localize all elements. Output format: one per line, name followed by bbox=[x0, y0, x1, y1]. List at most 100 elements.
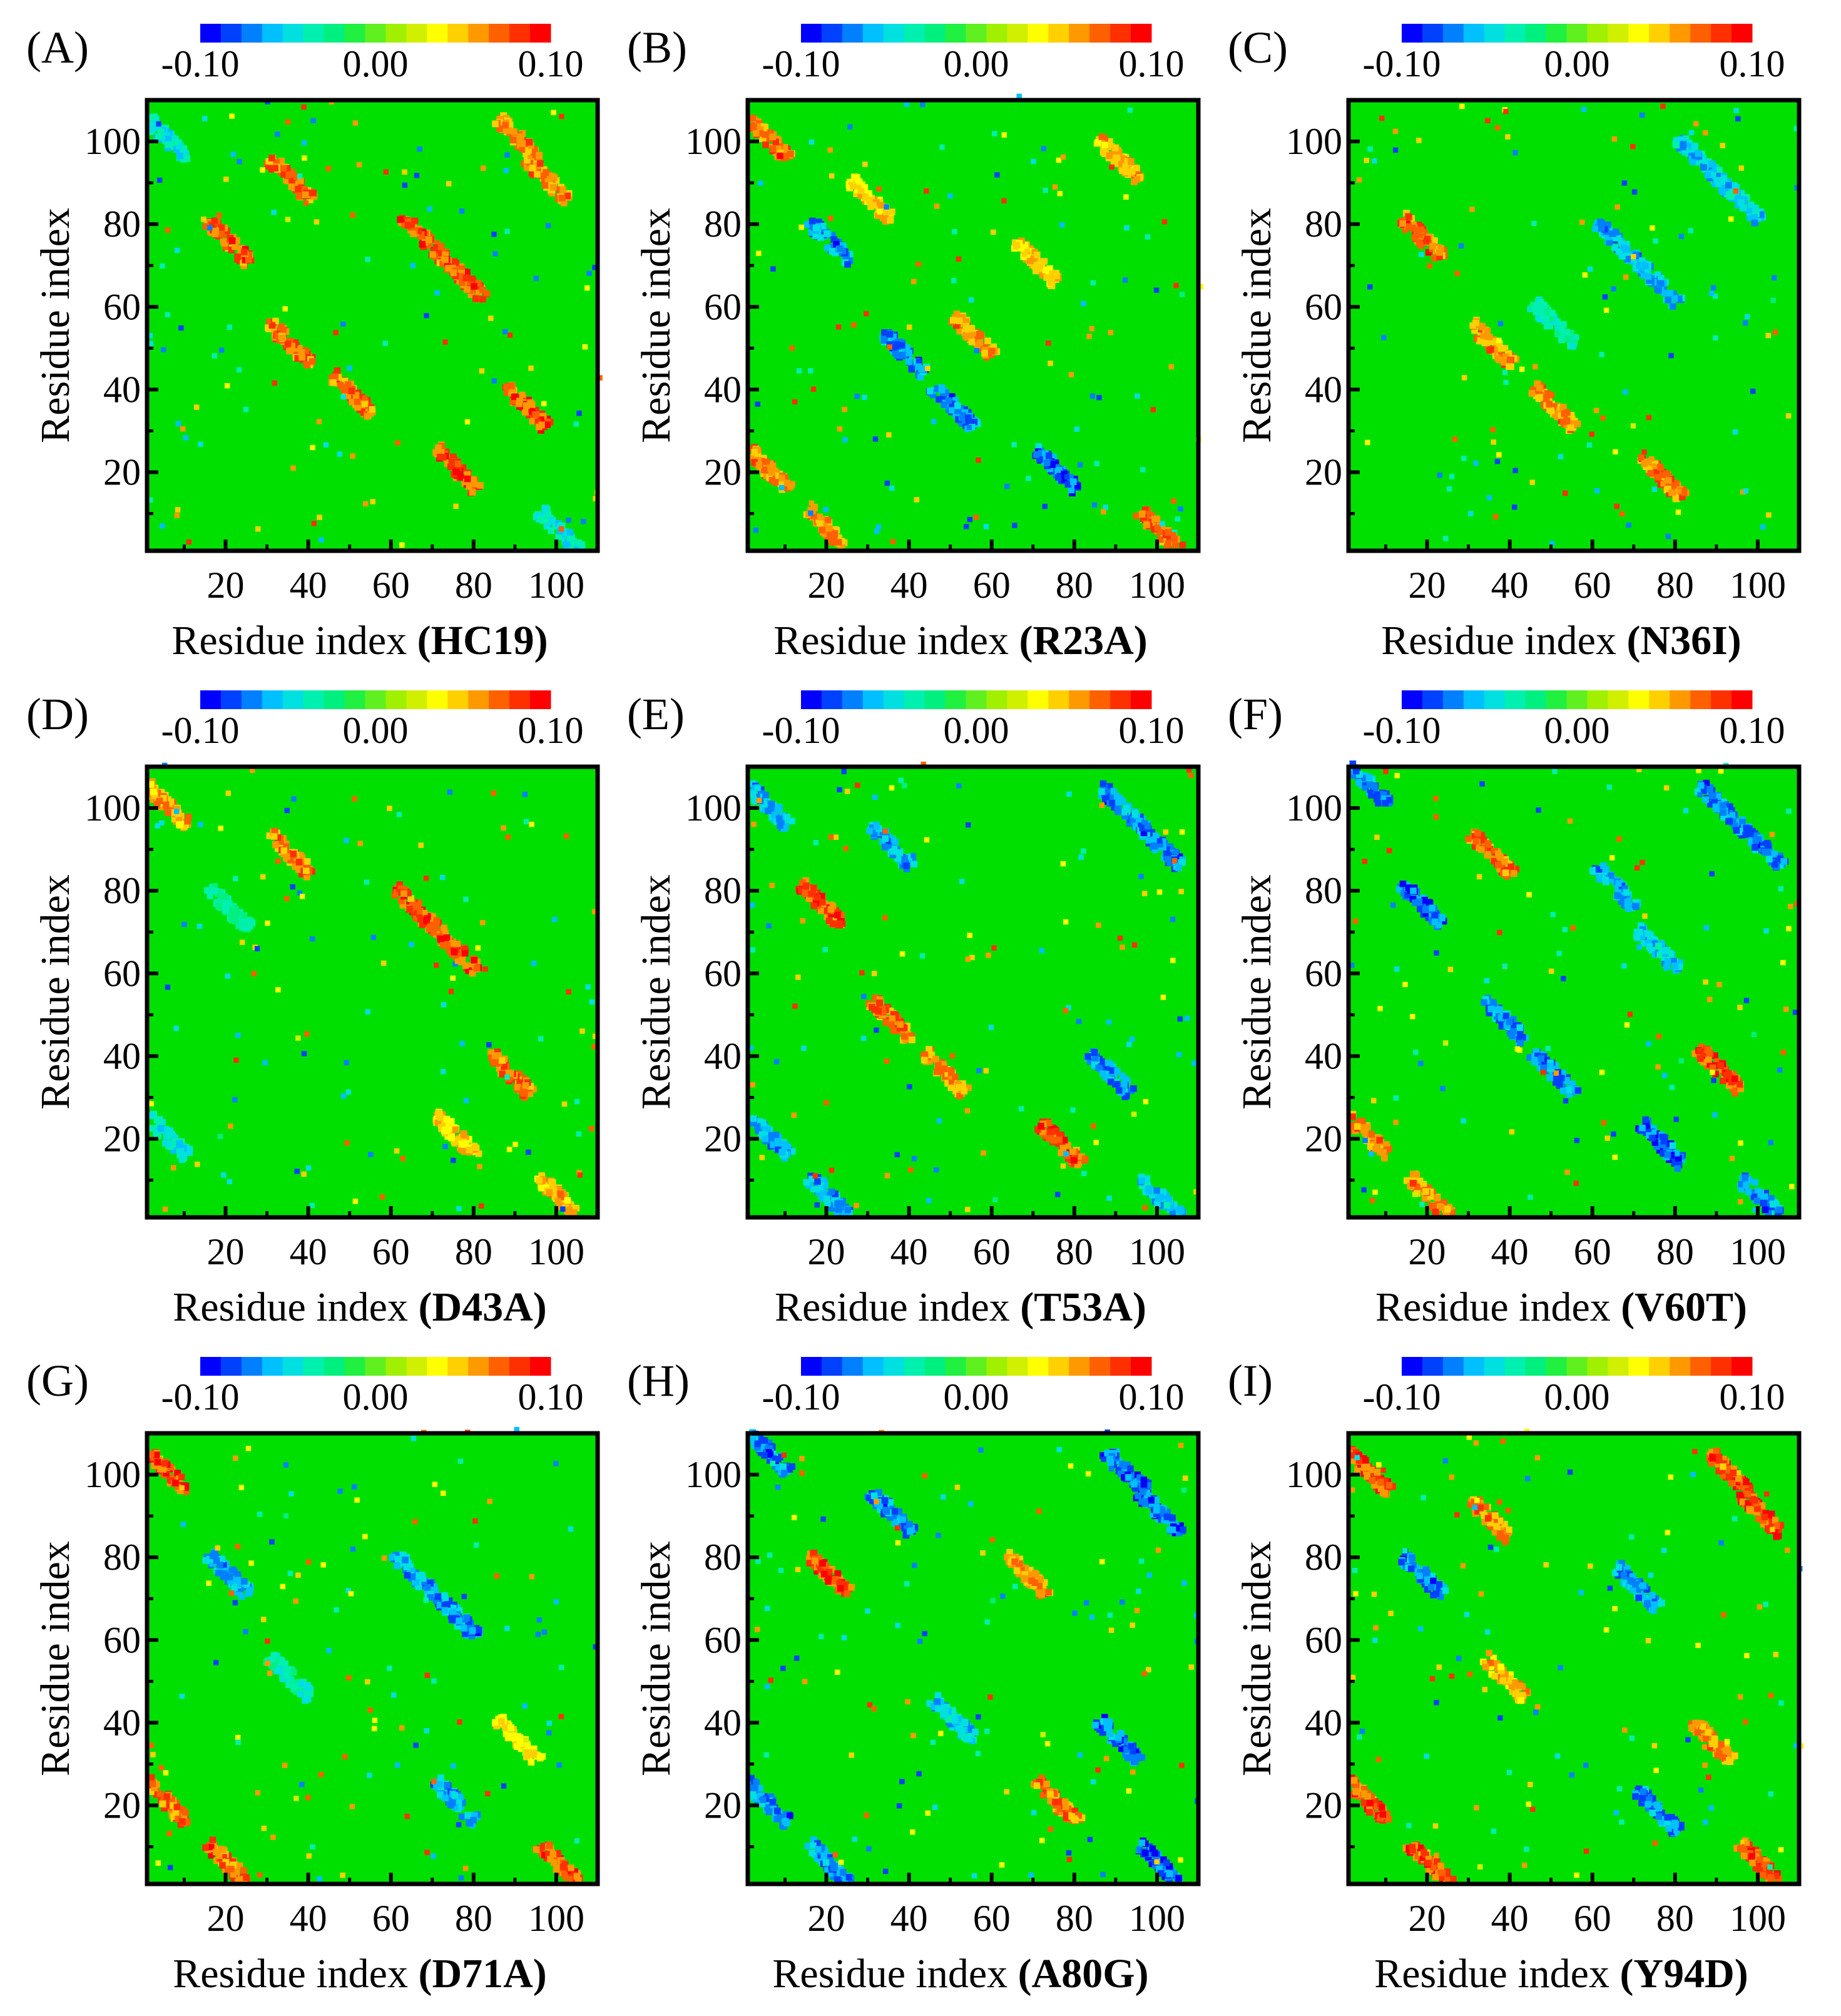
colorbar-segment bbox=[904, 24, 926, 43]
heatmap-cell bbox=[855, 178, 862, 185]
heatmap-cell bbox=[1449, 474, 1455, 479]
mutant-name: (N36I) bbox=[1626, 618, 1741, 663]
heatmap-cell bbox=[503, 383, 510, 391]
heatmap-cell bbox=[1538, 1055, 1545, 1062]
heatmap-cell bbox=[236, 367, 242, 373]
heatmap-cell bbox=[1144, 822, 1151, 830]
heatmap-cell bbox=[518, 134, 524, 141]
heatmap-cell bbox=[1411, 234, 1418, 242]
heatmap-cell bbox=[1614, 235, 1622, 242]
heatmap-cell bbox=[285, 171, 292, 178]
heatmap-cell bbox=[409, 230, 417, 237]
heatmap-cell bbox=[959, 1080, 966, 1087]
heatmap-cell bbox=[538, 172, 546, 180]
heatmap-cell bbox=[1465, 835, 1472, 842]
heatmap-cell bbox=[1728, 216, 1734, 222]
heatmap-cell bbox=[1529, 479, 1535, 485]
heatmap-cell bbox=[1587, 266, 1593, 272]
y-tick-label: 80 bbox=[1305, 203, 1342, 245]
heatmap-cell bbox=[459, 279, 466, 286]
panel-label: (D) bbox=[26, 689, 89, 739]
colorbar-segment bbox=[241, 690, 263, 709]
heatmap-cell bbox=[833, 834, 839, 840]
heatmap-cell bbox=[871, 971, 877, 976]
heatmap-cell bbox=[546, 1189, 553, 1196]
y-tick-label: 40 bbox=[704, 1035, 742, 1077]
heatmap-cell bbox=[439, 260, 446, 267]
heatmap-cell bbox=[749, 115, 757, 121]
colorbar-segment bbox=[489, 690, 510, 709]
heatmap-cell bbox=[881, 329, 888, 336]
heatmap-cell bbox=[1691, 152, 1698, 160]
heatmap-cell bbox=[1169, 1210, 1176, 1217]
heatmap-cell bbox=[1022, 242, 1029, 249]
heatmap-cell bbox=[299, 893, 305, 899]
heatmap-cell bbox=[504, 1074, 510, 1080]
heatmap-cell bbox=[280, 165, 287, 172]
heatmap-cell bbox=[824, 1195, 830, 1202]
heatmap-cell bbox=[882, 828, 888, 834]
heatmap-cell bbox=[1056, 469, 1064, 476]
heatmap-cell bbox=[479, 295, 486, 303]
heatmap-cell bbox=[1494, 355, 1501, 362]
heatmap-cell bbox=[491, 378, 497, 384]
colorbar-segment bbox=[1484, 24, 1506, 43]
heatmap-cell bbox=[519, 146, 526, 153]
heatmap-cell bbox=[934, 385, 941, 392]
heatmap-cell bbox=[491, 232, 497, 237]
heatmap-cell bbox=[1480, 332, 1487, 339]
heatmap-cell bbox=[449, 453, 457, 461]
heatmap-cell bbox=[1656, 1147, 1663, 1154]
colorbar-segment bbox=[1566, 24, 1588, 43]
heatmap-cell bbox=[905, 358, 912, 366]
heatmap-cell bbox=[1486, 495, 1492, 501]
heatmap-cell bbox=[316, 419, 322, 424]
heatmap-cell bbox=[983, 524, 989, 530]
heatmap-cell bbox=[820, 223, 827, 230]
heatmap-cell bbox=[884, 1058, 890, 1064]
heatmap-cell bbox=[323, 442, 329, 448]
heatmap-cell bbox=[1064, 1142, 1071, 1149]
heatmap-cell bbox=[775, 815, 783, 822]
heatmap-cell bbox=[1657, 464, 1664, 471]
heatmap-cell bbox=[444, 1133, 452, 1140]
x-tick-label: 60 bbox=[372, 1231, 410, 1272]
heatmap-cells bbox=[1356, 103, 1800, 546]
heatmap-cell bbox=[427, 206, 432, 212]
heatmap-cell bbox=[465, 967, 472, 975]
heatmap-field bbox=[147, 100, 598, 551]
heatmap-cell bbox=[212, 228, 220, 235]
heatmap-cell bbox=[473, 965, 481, 972]
heatmap-cell bbox=[302, 155, 307, 161]
heatmap-cell bbox=[1170, 958, 1176, 963]
heatmap-cell bbox=[835, 1206, 842, 1213]
heatmap-cell bbox=[166, 1127, 173, 1134]
heatmap-cell bbox=[1501, 858, 1508, 865]
heatmap-cell bbox=[1147, 834, 1155, 841]
heatmap-cell bbox=[756, 797, 762, 804]
colorbar-segment bbox=[1525, 690, 1547, 709]
colorbar-segment bbox=[1422, 24, 1444, 43]
heatmap-cell bbox=[207, 893, 213, 899]
panel-A: (A) -0.10 0.00 0.10 20 20 40 40 60 60 80 80 100 100 Re… bbox=[0, 0, 613, 670]
heatmap-cell bbox=[524, 156, 531, 164]
heatmap-cell bbox=[761, 1132, 768, 1138]
heatmap-cell bbox=[585, 984, 591, 990]
heatmap-cell bbox=[862, 161, 868, 167]
heatmap-cell bbox=[798, 887, 805, 894]
heatmap-cell bbox=[772, 1131, 780, 1138]
heatmap-cell bbox=[362, 400, 369, 407]
heatmap-cell bbox=[1673, 137, 1680, 144]
heatmap-cell bbox=[758, 180, 763, 186]
heatmap-cell bbox=[941, 401, 948, 409]
heatmap-cell bbox=[983, 1068, 989, 1073]
heatmap-cell bbox=[539, 412, 546, 420]
heatmap-cell bbox=[471, 283, 477, 290]
heatmap-cell bbox=[1548, 391, 1555, 399]
heatmap-cell bbox=[965, 956, 971, 962]
heatmap-cell bbox=[875, 212, 882, 220]
heatmap-cell bbox=[543, 523, 551, 530]
heatmap-cell bbox=[875, 1008, 882, 1015]
x-tick-label: 80 bbox=[455, 1231, 492, 1272]
heatmap-cell bbox=[564, 192, 571, 200]
